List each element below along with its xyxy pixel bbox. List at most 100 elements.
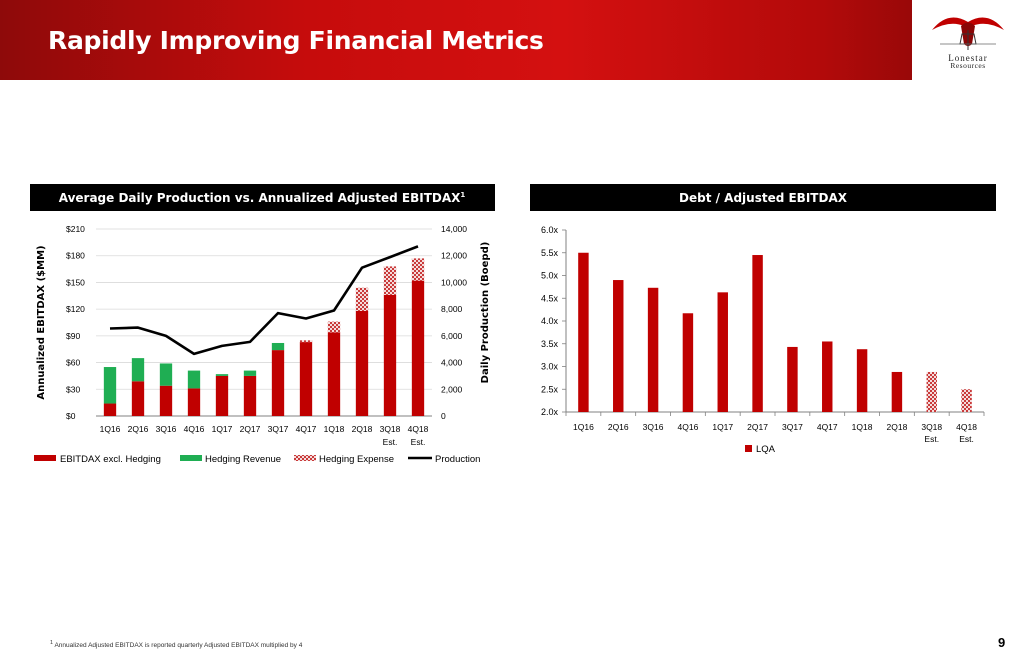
chart2-x-tick-label: 4Q18 <box>956 422 977 432</box>
chart1-title-superscript: 1 <box>460 191 465 199</box>
chart2-x-tick-label: 2Q18 <box>887 422 908 432</box>
chart2-x-tick-label: 2Q16 <box>608 422 629 432</box>
chart1-x-tick-label: 2Q18 <box>352 424 373 434</box>
legend-lqa-label: LQA <box>756 444 776 455</box>
chart1-ebitdax-bar <box>187 388 201 416</box>
chart1-x-tick-label: 4Q18 <box>408 424 429 434</box>
chart2-y-tick-label: 5.0x <box>541 271 559 281</box>
chart1-y-tick-label: $90 <box>66 331 80 341</box>
chart2-y-tick-label: 3.5x <box>541 339 559 349</box>
chart2-lqa-bar <box>961 389 972 412</box>
chart1-y2-tick-label: 12,000 <box>441 251 467 261</box>
chart2-x-tick-label: 3Q18 <box>921 422 942 432</box>
chart1-y-tick-label: $30 <box>66 384 80 394</box>
legend-ebitdax-label: EBITDAX excl. Hedging <box>60 454 161 465</box>
header-banner: Rapidly Improving Financial Metrics Lone… <box>0 0 1024 80</box>
chart2-x-tick-label: 2Q17 <box>747 422 768 432</box>
chart1-ebitdax-bar <box>103 403 117 416</box>
chart1-ebitdax-bar <box>243 375 257 416</box>
page-title: Rapidly Improving Financial Metrics <box>48 26 544 55</box>
legend-ebitdax-swatch <box>34 455 56 461</box>
chart1-title-text: Average Daily Production vs. Annualized … <box>59 191 461 205</box>
chart1-y-tick-label: $150 <box>66 277 85 287</box>
legend-hedging-revenue-label: Hedging Revenue <box>205 454 281 465</box>
chart2-y-tick-label: 4.0x <box>541 316 559 326</box>
chart1-hedging-revenue-bar <box>243 370 257 376</box>
chart1-y2-tick-label: 4,000 <box>441 358 463 368</box>
chart1-hedging-expense-bar <box>383 266 397 295</box>
chart2-x-tick-label: 3Q16 <box>643 422 664 432</box>
chart1-y-tick-label: $60 <box>66 358 80 368</box>
chart2-y-tick-label: 4.5x <box>541 293 559 303</box>
chart1-x-tick-label: 4Q16 <box>184 424 205 434</box>
legend-lqa-swatch <box>745 445 752 452</box>
chart2-lqa-bar <box>822 341 833 412</box>
chart1-hedging-expense-bar <box>355 287 369 311</box>
chart1-x-tick-label: 3Q16 <box>156 424 177 434</box>
chart1-title-bar <box>30 184 495 211</box>
chart1-y2-tick-label: 0 <box>441 411 446 421</box>
chart2-lqa-bar <box>891 371 903 412</box>
chart1-x-tick-label: 3Q18 <box>380 424 401 434</box>
legend-hedging-expense-label: Hedging Expense <box>319 454 394 465</box>
company-logo: Lonestar Resources <box>912 0 1024 80</box>
chart1-ebitdax-bar <box>299 342 313 416</box>
logo-wordmark: Lonestar Resources <box>912 54 1024 70</box>
chart1-y2-tick-label: 2,000 <box>441 384 463 394</box>
chart1-ebitdax-bar <box>383 294 397 416</box>
chart1-hedging-revenue-bar <box>159 363 173 386</box>
chart1-production-line <box>109 245 419 356</box>
chart1-y-tick-label: $210 <box>66 224 85 234</box>
chart2-lqa-bar <box>717 292 728 412</box>
chart2-x-sublabel: Est. <box>924 434 939 444</box>
chart1-hedging-revenue-bar <box>215 374 229 376</box>
chart1-ebitdax-bar <box>215 375 229 416</box>
chart1-y-tick-label: $0 <box>66 411 76 421</box>
chart2-x-tick-label: 1Q18 <box>852 422 873 432</box>
chart1-hedging-expense-bar <box>299 340 313 343</box>
chart2-lqa-bar <box>647 287 659 412</box>
chart2-x-tick-label: 3Q17 <box>782 422 803 432</box>
chart2-y-tick-label: 2.0x <box>541 407 559 417</box>
chart1-hedging-revenue-bar <box>271 342 285 351</box>
chart1-y2-tick-label: 8,000 <box>441 304 463 314</box>
chart1-y2-axis-title: Daily Production (Boepd) <box>480 242 491 384</box>
chart1-x-sublabel: Est. <box>383 437 398 447</box>
chart2-y-tick-label: 3.0x <box>541 362 559 372</box>
page-number: 9 <box>998 635 1006 650</box>
chart1-hedging-revenue-bar <box>103 367 117 404</box>
chart2-lqa-bar <box>926 371 937 412</box>
chart1-x-tick-label: 1Q18 <box>324 424 345 434</box>
chart1-x-tick-label: 2Q17 <box>240 424 261 434</box>
footnote-text: Annualized Adjusted EBITDAX is reported … <box>54 642 303 650</box>
logo-name: Lonestar <box>948 53 988 63</box>
chart1-y-tick-label: $120 <box>66 304 85 314</box>
chart2-lqa-bar <box>787 346 798 412</box>
chart2-y-tick-label: 2.5x <box>541 384 559 394</box>
chart2-lqa-bar <box>752 255 763 412</box>
footnote-mark: 1 <box>50 640 54 646</box>
chart1-ebitdax-bar <box>131 381 145 416</box>
chart2-lqa-bar <box>856 349 868 412</box>
chart1-x-sublabel: Est. <box>411 437 426 447</box>
chart1-x-tick-label: 4Q17 <box>296 424 317 434</box>
chart2-lqa-bar <box>578 252 589 412</box>
chart1-x-tick-label: 3Q17 <box>268 424 289 434</box>
chart1-y2-tick-label: 6,000 <box>441 331 463 341</box>
chart2-title: Debt / Adjusted EBITDAX <box>679 191 848 205</box>
chart1-y2-tick-label: 10,000 <box>441 277 467 287</box>
chart2-lqa-bar <box>613 280 624 412</box>
chart1-x-tick-label: 2Q16 <box>128 424 149 434</box>
chart1-x-tick-label: 1Q17 <box>212 424 233 434</box>
chart1-ebitdax-bar <box>411 280 425 416</box>
chart1-hedging-expense-bar <box>327 321 341 333</box>
legend-production-label: Production <box>435 454 480 465</box>
chart2-title-bar <box>530 184 996 211</box>
chart1-ebitdax-bar <box>355 310 369 416</box>
longhorn-logo-icon <box>932 17 1004 50</box>
chart1-x-tick-label: 1Q16 <box>100 424 121 434</box>
chart1-ebitdax-bar <box>327 332 341 416</box>
chart2-x-tick-label: 4Q16 <box>678 422 699 432</box>
chart2-x-tick-label: 1Q17 <box>712 422 733 432</box>
chart1-y-tick-label: $180 <box>66 251 85 261</box>
